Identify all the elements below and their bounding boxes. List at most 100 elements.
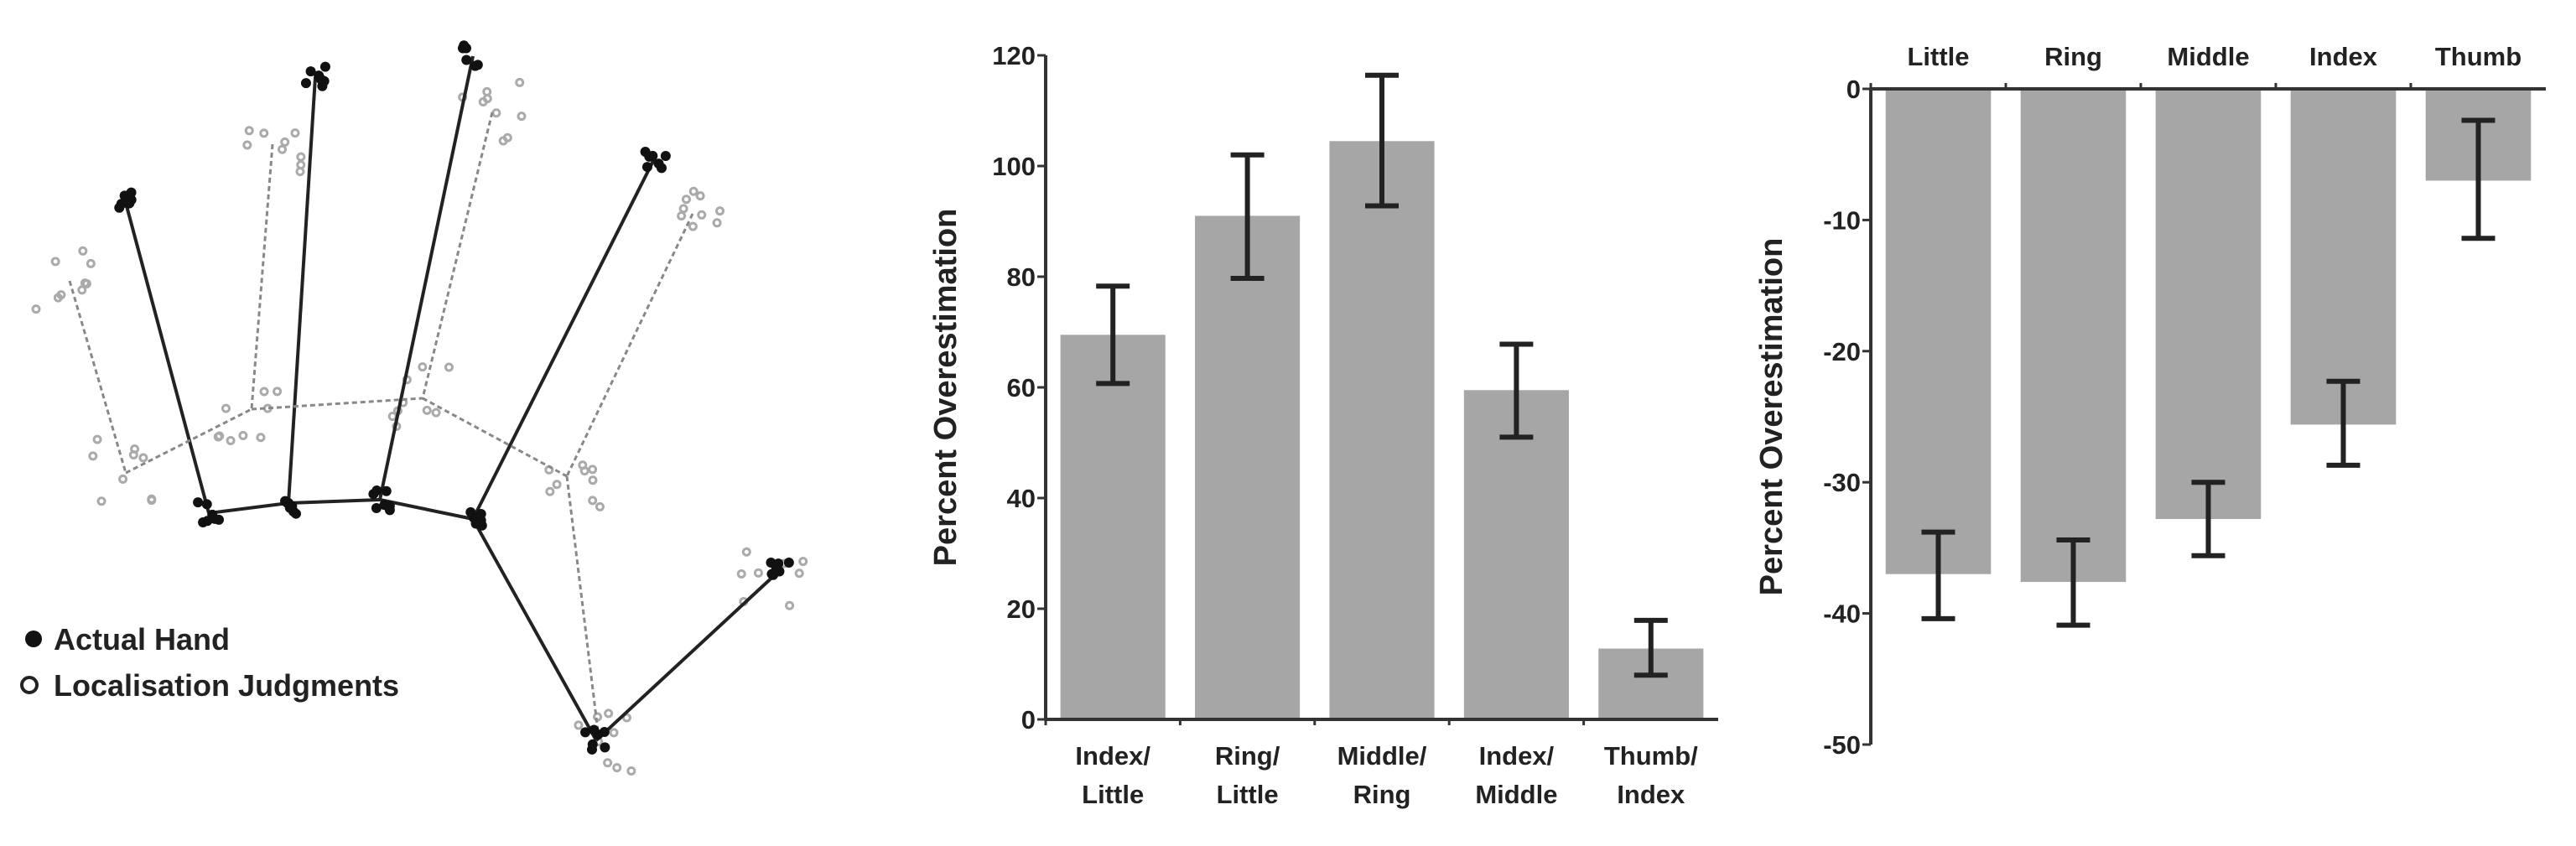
localisation-point (118, 474, 128, 484)
actual-hand-point (470, 60, 480, 71)
actual-hand-point (656, 163, 667, 174)
localisation-point (226, 435, 236, 445)
category-label: Index/ (1479, 741, 1555, 771)
finger-length-overestimation-chart: Little Ring Middle Index Thumb 0 -10 -20 -30 -40 -… (1754, 42, 2546, 760)
legend-localisation-judgments: Localisation Judgments (54, 668, 399, 703)
actual-hand-point (771, 563, 782, 574)
localisation-point (422, 405, 432, 415)
judged-palm-segment (125, 407, 252, 475)
actual-hand-point (640, 146, 651, 157)
category-label: Little (1082, 780, 1144, 809)
actual-hand-point (126, 195, 137, 205)
actual-hand-point (586, 744, 597, 755)
localisation-point (290, 128, 300, 138)
actual-hand-point (371, 502, 382, 513)
bar (2020, 89, 2127, 583)
localisation-point (588, 465, 598, 475)
y-tick-label: -50 (1823, 730, 1861, 760)
localisation-point (31, 304, 41, 314)
localisation-point (712, 218, 722, 228)
actual-hand-point (461, 54, 472, 65)
localisation-point (128, 450, 138, 460)
category-label: Index (1617, 780, 1685, 809)
actual-hand-point (589, 724, 600, 735)
category-label: Thumb (2435, 42, 2521, 71)
localisation-point (588, 475, 598, 485)
actual-index-finger (471, 157, 657, 520)
category-label: Thumb/ (1604, 741, 1698, 771)
judged-middle-finger (421, 112, 494, 399)
localisation-point (603, 758, 613, 768)
y-tick-label: 80 (1007, 262, 1036, 292)
actual-hand-marker-icon (25, 631, 42, 647)
localisation-point (604, 708, 614, 719)
localisation-point (545, 486, 555, 496)
actual-hand-point (465, 506, 476, 517)
bar (2290, 89, 2397, 425)
actual-hand-point (282, 497, 293, 508)
bar (1195, 215, 1301, 719)
category-label: Index/ (1075, 741, 1150, 771)
y-axis-label: Percent Overestimation (928, 209, 963, 567)
localisation-point (88, 451, 98, 461)
actual-little-finger (124, 202, 210, 514)
localisation-point (256, 433, 266, 443)
localisation-point (736, 569, 746, 579)
judged-palm-segment (251, 397, 423, 411)
judged-index-finger (565, 213, 694, 477)
localisation-marker-icon (20, 676, 39, 694)
actual-hand-point (319, 61, 330, 72)
localisation-point (688, 221, 698, 231)
localisation-point (794, 568, 804, 579)
localisation-point (609, 728, 619, 738)
actual-hand-point (660, 150, 671, 161)
actual-hand-point (384, 501, 395, 511)
judged-palm-segment (565, 475, 600, 739)
y-tick-label: 0 (1846, 75, 1861, 104)
localisation-point (242, 140, 252, 150)
hand-legend: Actual Hand Localisation Judgments (20, 622, 399, 703)
localisation-point (86, 258, 96, 268)
actual-hand-point (300, 78, 311, 89)
bar (1885, 89, 1992, 574)
actual-ring-finger (287, 76, 317, 504)
actual-middle-finger (378, 55, 475, 501)
localisation-point (273, 387, 283, 397)
actual-palm-segment (208, 501, 289, 515)
y-axis-label: Percent Overestimation (1754, 238, 1789, 596)
localisation-point (678, 204, 688, 214)
localisation-point (478, 97, 488, 107)
actual-hand-point (599, 727, 610, 738)
localisation-point (278, 144, 288, 154)
actual-hand-point (600, 742, 610, 753)
localisation-point (147, 496, 157, 506)
judged-little-finger (68, 280, 127, 474)
localisation-point (50, 257, 60, 267)
localisation-point (491, 108, 501, 118)
localisation-point (215, 431, 225, 441)
legend-actual-hand: Actual Hand (54, 622, 230, 657)
localisation-point (626, 766, 636, 776)
y-tick-label: -40 (1823, 599, 1861, 629)
localisation-point (78, 246, 88, 256)
localisation-point (296, 152, 306, 162)
localisation-point (595, 501, 605, 511)
actual-hand-point (368, 489, 379, 500)
localisation-point (238, 431, 248, 441)
category-label: Little (1217, 780, 1279, 809)
localisation-point (552, 480, 562, 490)
judged-palm-segment (422, 397, 568, 478)
y-tick-label: -20 (1823, 337, 1861, 366)
localisation-point (221, 403, 231, 413)
localisation-point (688, 186, 699, 196)
actual-hand-point (460, 43, 471, 54)
localisation-point (259, 128, 269, 138)
category-label: Index (2309, 42, 2378, 71)
localisation-point (418, 362, 428, 372)
localisation-point (56, 290, 66, 300)
y-tick-label: 100 (992, 152, 1036, 181)
category-label: Middle (1475, 780, 1557, 809)
actual-palm-segment (379, 498, 474, 521)
hand-diagram (31, 40, 808, 776)
